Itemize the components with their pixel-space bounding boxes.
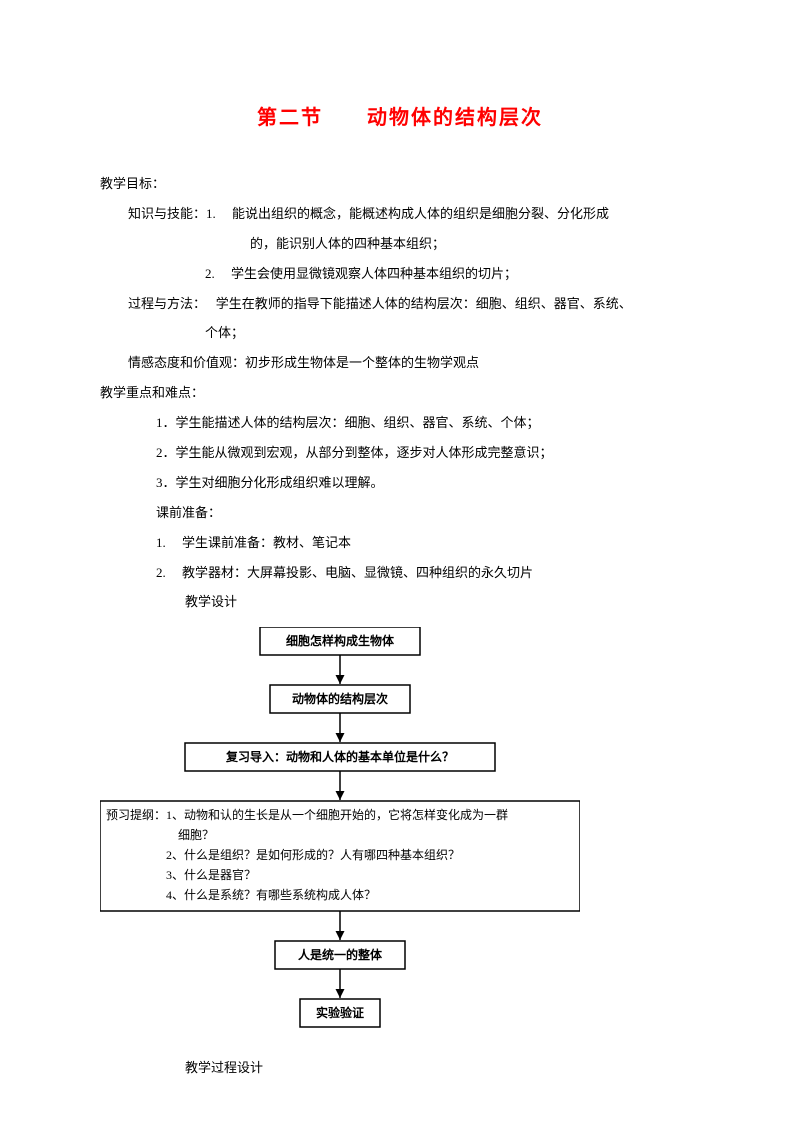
svg-text:实验验证: 实验验证 bbox=[316, 1005, 364, 1020]
svg-text:预习提纲：1、动物和认的生长是从一个细胞开始的，它将怎样变化: 预习提纲：1、动物和认的生长是从一个细胞开始的，它将怎样变化成为一群 bbox=[106, 807, 508, 822]
objective-knowledge-cont: 的，能识别人体的四种基本组织； bbox=[100, 229, 700, 259]
svg-text:细胞？: 细胞？ bbox=[106, 828, 214, 842]
keypoint-2: 2．学生能从微观到宏观，从部分到整体，逐步对人体形成完整意识； bbox=[100, 438, 700, 468]
section-keypoints-label: 教学重点和难点： bbox=[100, 378, 700, 408]
svg-text:4、什么是系统？有哪些系统构成人体？: 4、什么是系统？有哪些系统构成人体？ bbox=[106, 887, 376, 902]
objective-knowledge2: 2. 学生会使用显微镜观察人体四种基本组织的切片； bbox=[100, 259, 700, 289]
svg-text:2、什么是组织？是如何形成的？人有哪四种基本组织？: 2、什么是组织？是如何形成的？人有哪四种基本组织？ bbox=[106, 847, 460, 862]
objective-emotion: 情感态度和价值观：初步形成生物体是一个整体的生物学观点 bbox=[100, 348, 700, 378]
page-title: 第二节 动物体的结构层次 bbox=[100, 95, 700, 141]
keypoint-1: 1．学生能描述人体的结构层次：细胞、组织、器官、系统、个体； bbox=[100, 408, 700, 438]
objective-knowledge: 知识与技能：1. 能说出组织的概念，能概述构成人体的组织是细胞分裂、分化形成 bbox=[100, 199, 700, 229]
design-label: 教学设计 bbox=[100, 587, 700, 617]
svg-text:细胞怎样构成生物体: 细胞怎样构成生物体 bbox=[286, 633, 395, 648]
keypoint-3: 3．学生对细胞分化形成组织难以理解。 bbox=[100, 468, 700, 498]
svg-text:动物体的结构层次: 动物体的结构层次 bbox=[292, 691, 388, 706]
section-objectives-label: 教学目标： bbox=[100, 169, 700, 199]
svg-text:3、什么是器官？: 3、什么是器官？ bbox=[106, 867, 256, 882]
objective-process-cont: 个体； bbox=[100, 318, 700, 348]
section-prep-label: 课前准备： bbox=[100, 498, 700, 528]
prep-1: 1. 学生课前准备：教材、笔记本 bbox=[100, 528, 700, 558]
process-design-label: 教学过程设计 bbox=[100, 1053, 700, 1083]
prep-2: 2. 教学器材：大屏幕投影、电脑、显微镜、四种组织的永久切片 bbox=[100, 558, 700, 588]
svg-text:人是统一的整体: 人是统一的整体 bbox=[298, 947, 383, 962]
objective-process: 过程与方法： 学生在教师的指导下能描述人体的结构层次：细胞、组织、器官、系统、 bbox=[100, 289, 700, 319]
flowchart-diagram: 细胞怎样构成生物体动物体的结构层次复习导入：动物和人体的基本单位是什么？ 预习提纲… bbox=[100, 627, 580, 1032]
svg-text:复习导入：动物和人体的基本单位是什么？: 复习导入：动物和人体的基本单位是什么？ bbox=[225, 749, 454, 764]
